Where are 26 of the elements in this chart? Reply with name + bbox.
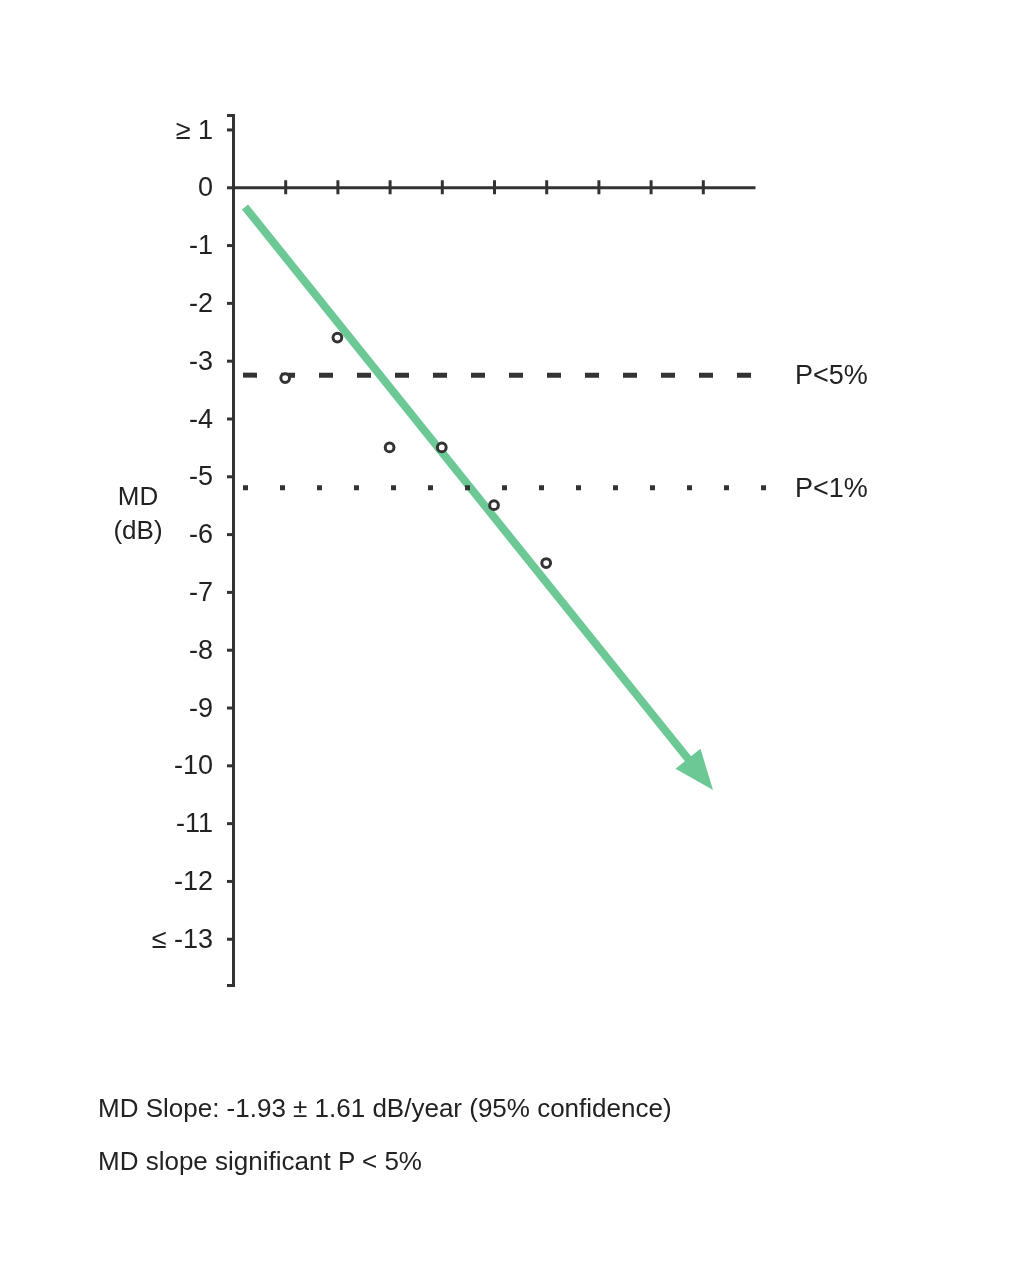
point [331, 331, 344, 344]
y-tick-label: -9 [188, 692, 213, 723]
y-tick-label: -7 [188, 577, 213, 608]
y-tick-label: 0 [197, 172, 213, 203]
y-tick-label: -1 [188, 230, 213, 261]
y-axis-title: MD (dB) [113, 481, 163, 546]
y-tick-label: -10 [173, 750, 213, 781]
y-tick-label: -11 [175, 808, 213, 839]
y-tick-label: -12 [173, 866, 213, 897]
y-tick-label: -6 [188, 519, 213, 550]
y-tick-label: ≥ 1 [175, 114, 213, 145]
y-tick-label: -3 [188, 345, 213, 376]
y-tick-label: -2 [188, 288, 213, 319]
ref-line-label: P<5% [795, 360, 868, 391]
point [279, 372, 292, 384]
point [488, 499, 500, 512]
y-tick-label: -5 [188, 461, 213, 492]
ref-line-label: P<1% [795, 472, 868, 503]
point [383, 441, 396, 454]
text: MD Slope: -1.93 ± 1.61 dB/year (95% confidence) [98, 1093, 672, 1123]
point [435, 441, 448, 454]
y-tick-label: -4 [188, 403, 213, 434]
y-tick-label: ≤ -13 [151, 923, 213, 954]
point [540, 557, 553, 569]
y-tick-label: -8 [188, 634, 213, 665]
text: MD slope significant P < 5% [98, 1146, 422, 1176]
